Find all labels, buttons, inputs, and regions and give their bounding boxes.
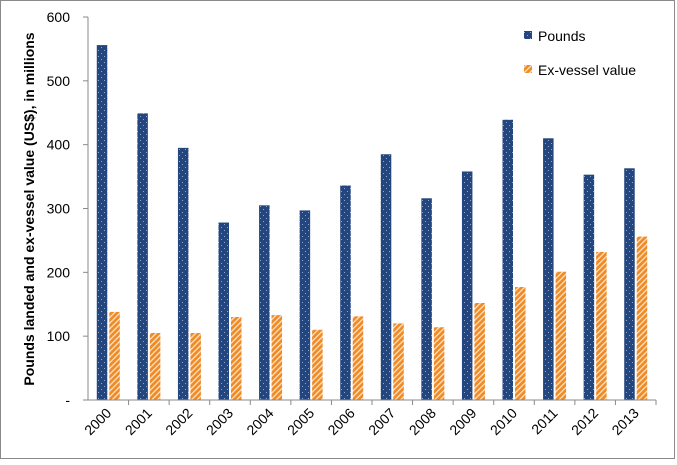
bar-ex-vessel-value <box>474 302 485 400</box>
x-tick-label: 2002 <box>162 405 195 438</box>
x-tick-label: 2011 <box>528 405 561 438</box>
x-tick-label: 2012 <box>568 405 601 438</box>
x-tick-label: 2006 <box>324 405 357 438</box>
bar-pounds <box>624 168 635 400</box>
bar-ex-vessel-value <box>312 329 323 400</box>
x-tick-label: 2005 <box>284 405 317 438</box>
bar-pounds <box>340 185 351 400</box>
bar-pounds <box>177 147 189 400</box>
bar-ex-vessel-value <box>109 311 120 400</box>
bar-pounds <box>299 210 311 400</box>
x-axis: 2000 2001 2002 2003 2004 2005 2006 2007 2008 2009… <box>81 399 657 438</box>
bars <box>96 45 648 401</box>
bar-pounds <box>502 119 513 400</box>
y-tick-label: 200 <box>47 264 71 280</box>
bar-pounds <box>96 45 108 400</box>
legend-label-ex-vessel: Ex-vessel value <box>538 62 636 78</box>
bar-pounds <box>259 205 270 400</box>
legend-label-pounds: Pounds <box>538 28 585 44</box>
y-tick-label: - <box>65 392 70 408</box>
x-tick-label: 2004 <box>243 405 276 438</box>
bar-ex-vessel-value <box>352 316 364 400</box>
bar-ex-vessel-value <box>149 332 161 400</box>
bar-ex-vessel-value <box>433 327 445 400</box>
bar-ex-vessel-value <box>393 323 404 400</box>
bar-pounds <box>137 113 148 400</box>
x-tick-label: 2000 <box>81 405 114 438</box>
bar-ex-vessel-value <box>596 251 607 400</box>
bar-pounds <box>380 154 392 400</box>
bar-pounds <box>583 174 595 400</box>
bar-pounds <box>461 171 473 400</box>
bar-pounds <box>421 198 432 400</box>
y-tick-label: 100 <box>47 328 71 344</box>
legend-swatch-ex-vessel <box>524 65 532 73</box>
y-tick-label: 300 <box>47 201 71 217</box>
y-tick-label: 600 <box>47 9 71 25</box>
x-tick-label: 2003 <box>203 405 236 438</box>
bar-ex-vessel-value <box>515 287 526 400</box>
bar-ex-vessel-value <box>636 236 648 400</box>
bar-ex-vessel-value <box>190 332 201 400</box>
x-tick-label: 2007 <box>365 405 398 438</box>
bar-ex-vessel-value <box>555 271 567 400</box>
y-tick-label: 400 <box>47 137 71 153</box>
legend-swatch-pounds <box>524 31 532 39</box>
x-tick-label: 2008 <box>406 405 439 438</box>
bar-ex-vessel-value <box>231 317 242 400</box>
x-tick-label: 2001 <box>122 405 155 438</box>
x-tick-label: 2009 <box>446 405 479 438</box>
y-axis: - 100 200 300 400 500 600 <box>47 9 89 408</box>
x-tick-label: 2013 <box>608 405 641 438</box>
bar-pounds <box>218 222 229 400</box>
bar-ex-vessel-value <box>271 315 283 400</box>
legend: Pounds Ex-vessel value <box>524 28 636 78</box>
y-tick-label: 500 <box>47 73 71 89</box>
x-tick-label: 2010 <box>487 405 520 438</box>
y-axis-title: Pounds landed and ex-vessel value (US$),… <box>21 32 37 385</box>
bar-pounds <box>543 138 554 401</box>
